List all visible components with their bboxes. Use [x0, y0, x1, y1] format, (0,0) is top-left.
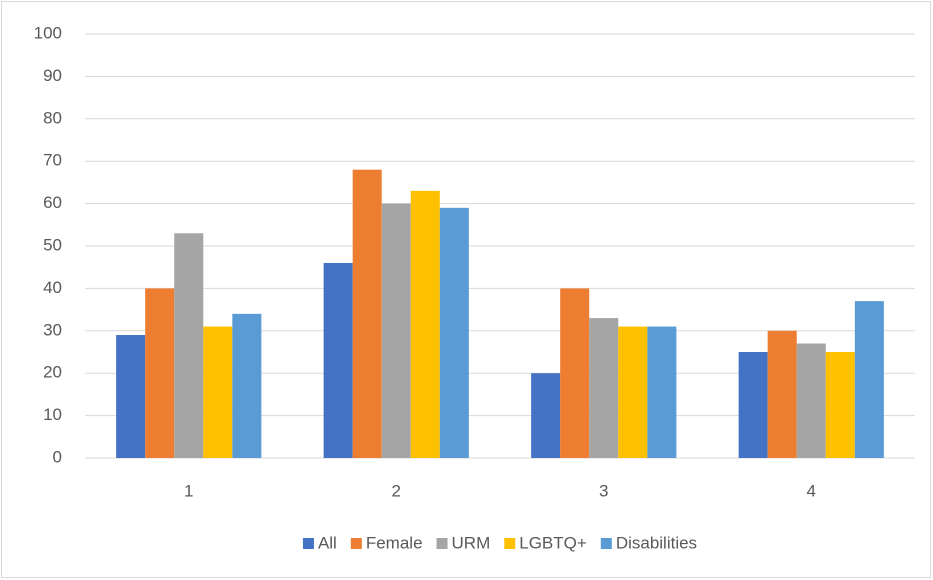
y-tick-label: 0	[53, 447, 62, 466]
bar	[323, 262, 353, 458]
legend-swatch	[600, 538, 612, 549]
x-tick-label: 2	[392, 481, 401, 500]
bar	[589, 318, 619, 458]
y-tick-label: 60	[43, 193, 62, 212]
y-tick-label: 30	[43, 320, 62, 339]
legend-label: Disabilities	[616, 533, 697, 552]
bar	[203, 326, 233, 458]
bar	[738, 352, 768, 458]
legend-label: All	[318, 533, 337, 552]
bar	[854, 301, 884, 458]
y-tick-label: 100	[34, 23, 62, 42]
legend-label: URM	[452, 533, 491, 552]
legend-swatch	[350, 538, 362, 549]
y-tick-label: 40	[43, 278, 62, 297]
bar	[439, 207, 469, 458]
y-tick-label: 90	[43, 66, 62, 85]
bar	[352, 169, 382, 458]
bar	[232, 313, 262, 458]
bar	[531, 373, 561, 458]
y-tick-label: 70	[43, 151, 62, 170]
x-tick-label: 3	[599, 481, 608, 500]
bar	[410, 190, 440, 458]
y-tick-label: 50	[43, 235, 62, 254]
legend-swatch	[302, 538, 314, 549]
x-tick-label: 4	[807, 481, 816, 500]
legend-swatch	[436, 538, 448, 549]
bar	[647, 326, 677, 458]
bar	[825, 352, 855, 458]
bar	[560, 288, 590, 458]
bar	[618, 326, 648, 458]
bar	[116, 335, 146, 458]
y-tick-label: 80	[43, 108, 62, 127]
bar	[381, 203, 411, 458]
legend-label: LGBTQ+	[519, 533, 587, 552]
y-tick-label: 10	[43, 405, 62, 424]
bar	[145, 288, 175, 458]
x-tick-label: 1	[184, 481, 193, 500]
bar	[767, 330, 797, 458]
legend-label: Female	[366, 533, 423, 552]
y-tick-label: 20	[43, 363, 62, 382]
bar	[796, 343, 826, 458]
legend-swatch	[504, 538, 516, 549]
bar	[174, 233, 204, 458]
